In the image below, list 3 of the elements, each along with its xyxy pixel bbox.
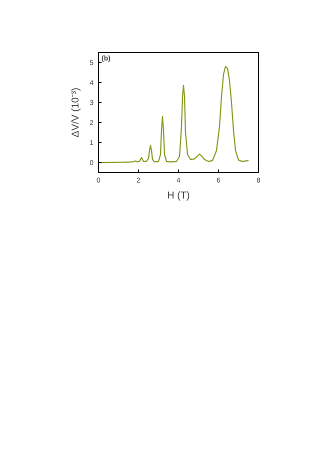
line-series bbox=[98, 66, 250, 164]
y-axis-title: ΔV/V (10⁻³) bbox=[70, 88, 82, 138]
x-axis-title: H (T) bbox=[167, 190, 190, 202]
